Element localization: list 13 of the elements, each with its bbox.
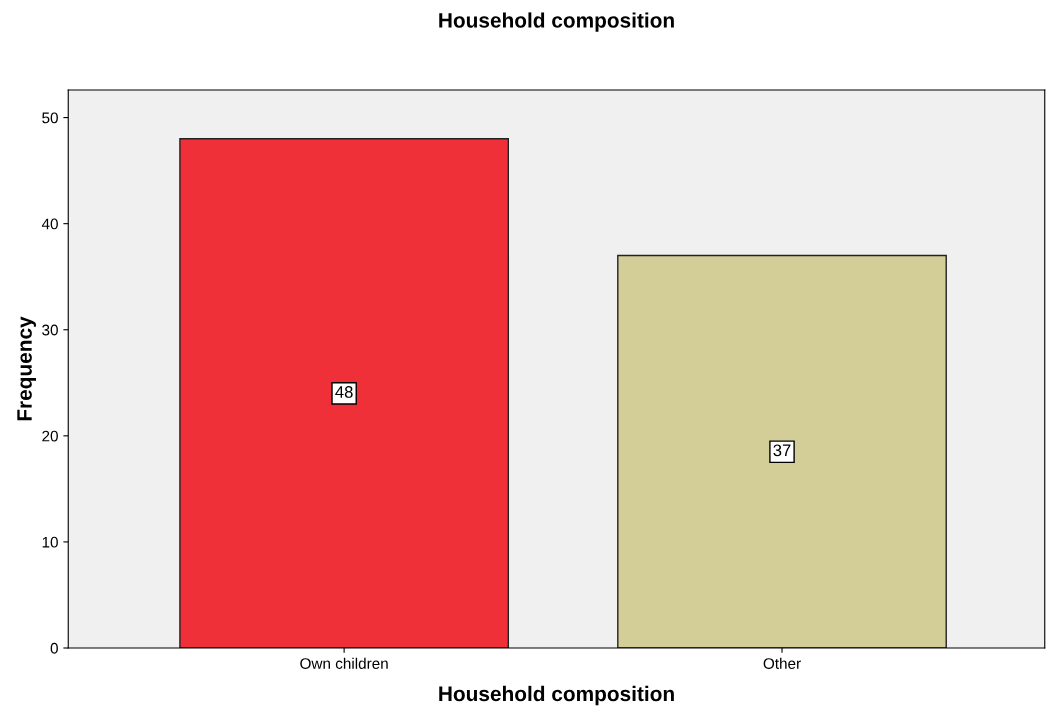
y-tick-label: 20: [42, 430, 58, 442]
data-label: 48: [335, 386, 353, 398]
x-tick-label: Other: [763, 657, 801, 669]
x-tick-label: Own children: [300, 657, 388, 669]
y-tick-label: 50: [42, 112, 58, 124]
y-tick-label: 0: [50, 642, 58, 654]
y-tick-label: 40: [41, 218, 58, 230]
y-tick-label: 30: [42, 324, 58, 336]
chart-title: Household composition: [439, 12, 674, 32]
data-label: 37: [773, 444, 791, 457]
x-axis-title: Household composition: [439, 685, 674, 706]
y-tick-label: 10: [42, 536, 58, 548]
y-axis-title: Frequency: [17, 316, 36, 421]
